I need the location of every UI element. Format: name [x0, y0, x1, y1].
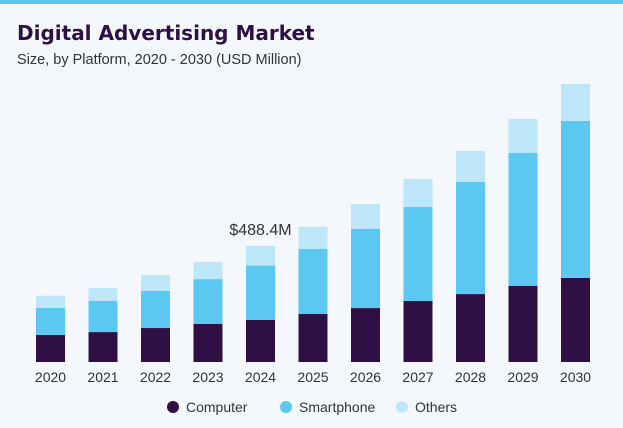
legend-label-others: Others — [415, 399, 457, 415]
bar-others-2027 — [403, 178, 433, 207]
bars-group — [36, 83, 590, 362]
x-axis-ticks: 2020 2021 2022 2023 2024 2025 2026 2027 2028 2029… — [35, 369, 591, 385]
bar-computer-2024 — [246, 319, 275, 362]
bar-others-2020 — [36, 295, 65, 308]
bar-smartphone-2023 — [193, 279, 223, 324]
bar-smartphone-2026 — [351, 228, 380, 309]
bar-smartphone-2028 — [456, 181, 485, 295]
chart-title: Digital Advertising Market — [17, 21, 315, 45]
bar-others-2021 — [88, 287, 118, 301]
bar-others-2030 — [561, 83, 590, 121]
x-tick-2023: 2023 — [192, 369, 223, 385]
x-tick-2024: 2024 — [245, 369, 276, 385]
bar-computer-2030 — [561, 277, 590, 362]
bar-smartphone-2022 — [141, 290, 170, 329]
bar-others-2023 — [193, 262, 223, 280]
bar-computer-2025 — [298, 314, 328, 362]
legend-marker-computer — [167, 401, 179, 413]
bar-computer-2026 — [351, 308, 380, 362]
bar-smartphone-2021 — [88, 300, 118, 333]
bar-others-2026 — [351, 204, 380, 229]
bar-computer-2020 — [36, 334, 65, 362]
annotation-2024-total: $488.4M — [229, 222, 291, 239]
bar-others-2029 — [508, 119, 538, 153]
legend-marker-others — [396, 401, 408, 413]
x-tick-2021: 2021 — [87, 369, 118, 385]
x-tick-2027: 2027 — [402, 369, 433, 385]
bar-smartphone-2029 — [508, 152, 538, 286]
bar-others-2024 — [246, 245, 275, 266]
x-tick-2030: 2030 — [560, 369, 591, 385]
x-tick-2028: 2028 — [455, 369, 486, 385]
bar-computer-2023 — [193, 323, 223, 362]
x-tick-2020: 2020 — [35, 369, 66, 385]
x-tick-2029: 2029 — [507, 369, 538, 385]
bar-others-2025 — [298, 226, 328, 249]
bar-smartphone-2024 — [246, 265, 275, 320]
bar-smartphone-2025 — [298, 248, 328, 315]
legend: Computer Smartphone Others — [167, 399, 457, 415]
legend-marker-smartphone — [280, 401, 292, 413]
chart-subtitle: Size, by Platform, 2020 - 2030 (USD Mill… — [17, 52, 301, 68]
legend-label-computer: Computer — [186, 399, 248, 415]
bar-others-2022 — [141, 275, 170, 291]
bar-computer-2021 — [88, 332, 118, 362]
bar-others-2028 — [456, 150, 485, 182]
x-tick-2026: 2026 — [350, 369, 381, 385]
x-tick-2025: 2025 — [297, 369, 328, 385]
bar-computer-2022 — [141, 328, 170, 362]
bar-smartphone-2020 — [36, 307, 65, 335]
bar-computer-2027 — [403, 300, 433, 362]
x-tick-2022: 2022 — [140, 369, 171, 385]
bar-computer-2029 — [508, 285, 538, 362]
legend-label-smartphone: Smartphone — [299, 399, 375, 415]
bar-smartphone-2027 — [403, 206, 433, 301]
bar-smartphone-2030 — [561, 120, 590, 278]
top-border — [0, 0, 623, 4]
bar-computer-2028 — [456, 294, 485, 362]
